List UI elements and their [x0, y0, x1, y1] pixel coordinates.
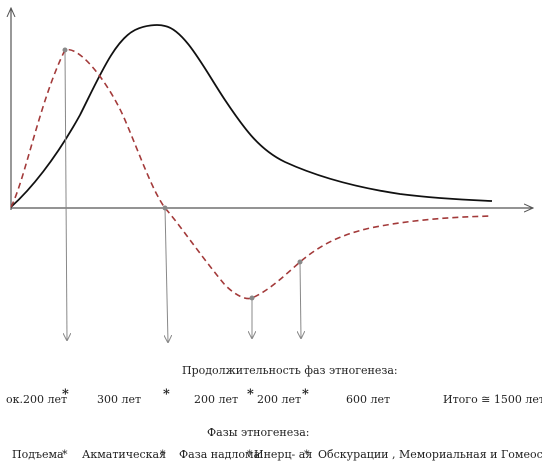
marker-arrow-1 [65, 49, 67, 340]
phase-separator: * [62, 448, 68, 461]
duration-acmatic: 300 лет [97, 393, 142, 406]
phase-separator: * [304, 448, 310, 461]
phase-curve [10, 48, 493, 300]
duration-final: 600 лет [346, 393, 391, 406]
phases-title: Фазы этногенеза: [207, 426, 310, 439]
duration-separator: * [247, 387, 254, 402]
phase-inertia: Инерц- ая [254, 448, 313, 461]
duration-rise: ок.200 лет [6, 393, 68, 406]
ethnogenesis-diagram [0, 0, 542, 350]
duration-separator: * [302, 387, 309, 402]
phase-separator: * [160, 448, 166, 461]
phase-separator: * [247, 448, 253, 461]
phase-breakdown: Фаза надлома [179, 448, 261, 461]
phase-final: Обскурации , Мемориальная и Гомеостаза [318, 448, 542, 461]
passionarity-curve [10, 24, 493, 208]
duration-total: Итого ≅ 1500 лет [443, 393, 542, 406]
marker-arrow-2 [165, 207, 168, 342]
phase-rise: Подъема [12, 448, 64, 461]
duration-separator: * [163, 387, 170, 402]
duration-inertia: 200 лет [257, 393, 302, 406]
marker-arrow-4 [300, 261, 301, 338]
durations-title: Продолжительность фаз этногенеза: [182, 364, 398, 377]
phase-acmatic: Акматическая [82, 448, 167, 461]
duration-breakdown: 200 лет [194, 393, 239, 406]
duration-separator: * [62, 387, 69, 402]
